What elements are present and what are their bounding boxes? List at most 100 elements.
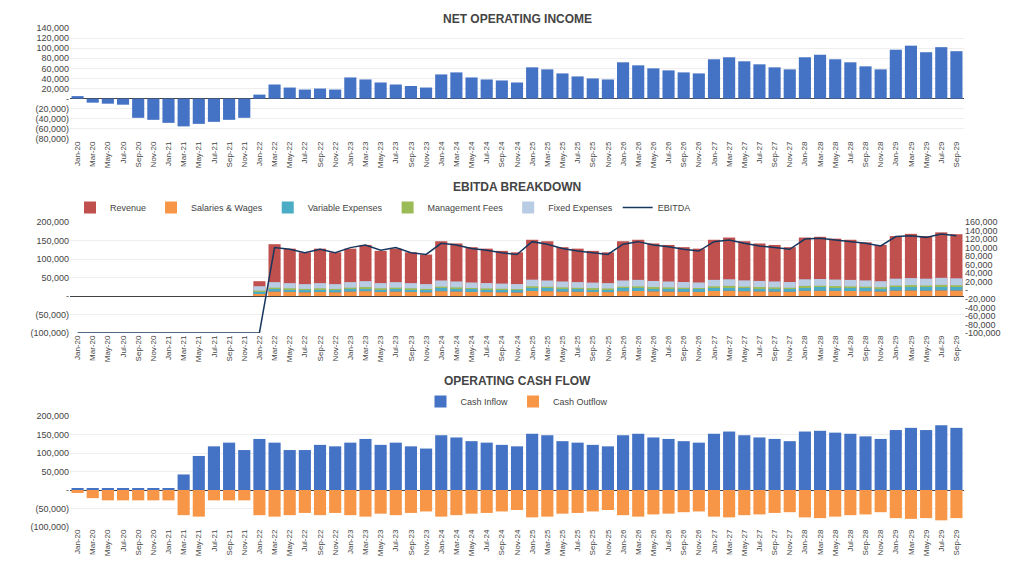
svg-text:Jul-28: Jul-28	[846, 529, 855, 551]
svg-text:Mar-29: Mar-29	[907, 335, 916, 361]
svg-text:Jan-27: Jan-27	[710, 529, 719, 554]
svg-text:Sep-27: Sep-27	[770, 141, 779, 167]
svg-text:100,000: 100,000	[36, 43, 69, 53]
svg-text:60,000: 60,000	[41, 64, 69, 74]
svg-text:Sep-23: Sep-23	[407, 335, 416, 361]
svg-text:OPERATING CASH FLOW: OPERATING CASH FLOW	[444, 374, 591, 388]
svg-text:Mar-28: Mar-28	[816, 335, 825, 361]
svg-text:Nov-21: Nov-21	[240, 335, 249, 361]
svg-text:Revenue: Revenue	[110, 203, 146, 213]
svg-text:200,000: 200,000	[36, 411, 69, 421]
svg-text:Nov-27: Nov-27	[785, 335, 794, 361]
svg-text:Mar-20: Mar-20	[88, 141, 97, 167]
svg-text:160,000: 160,000	[965, 217, 998, 227]
svg-text:May-24: May-24	[467, 141, 476, 168]
svg-text:Jul-28: Jul-28	[846, 335, 855, 357]
svg-text:Sep-21: Sep-21	[225, 335, 234, 361]
svg-text:Jul-26: Jul-26	[664, 529, 673, 551]
svg-text:May-27: May-27	[740, 141, 749, 168]
svg-text:EBITDA: EBITDA	[658, 203, 691, 213]
svg-text:Jul-26: Jul-26	[664, 335, 673, 357]
svg-text:Mar-26: Mar-26	[634, 141, 643, 167]
svg-text:Nov-27: Nov-27	[785, 141, 794, 167]
svg-text:May-24: May-24	[467, 529, 476, 556]
svg-text:Jul-25: Jul-25	[573, 335, 582, 357]
svg-text:Jan-22: Jan-22	[255, 141, 264, 166]
svg-text:-40,000: -40,000	[965, 303, 996, 313]
svg-text:Nov-25: Nov-25	[604, 529, 613, 555]
svg-text:May-22: May-22	[285, 141, 294, 168]
svg-text:Jul-24: Jul-24	[482, 335, 491, 357]
svg-text:Sep-20: Sep-20	[134, 141, 143, 167]
svg-text:Mar-24: Mar-24	[452, 141, 461, 167]
svg-text:Nov-23: Nov-23	[422, 335, 431, 361]
svg-text:May-26: May-26	[649, 141, 658, 168]
svg-text:Mar-21: Mar-21	[179, 141, 188, 167]
svg-text:140,000: 140,000	[36, 23, 69, 33]
svg-text:Sep-24: Sep-24	[497, 529, 506, 555]
svg-text:Jul-26: Jul-26	[664, 141, 673, 163]
svg-text:Sep-25: Sep-25	[588, 141, 597, 167]
svg-text:Jul-25: Jul-25	[573, 141, 582, 163]
svg-text:May-28: May-28	[831, 529, 840, 556]
svg-text:Nov-20: Nov-20	[149, 335, 158, 361]
svg-text:Nov-20: Nov-20	[149, 529, 158, 555]
svg-text:Mar-26: Mar-26	[634, 335, 643, 361]
svg-text:Jul-24: Jul-24	[482, 141, 491, 163]
svg-text:Nov-27: Nov-27	[785, 529, 794, 555]
svg-text:Nov-25: Nov-25	[604, 335, 613, 361]
svg-text:Sep-26: Sep-26	[679, 141, 688, 167]
svg-text:Sep-22: Sep-22	[316, 529, 325, 555]
svg-text:100,000: 100,000	[36, 254, 69, 264]
svg-text:Jul-29: Jul-29	[937, 529, 946, 551]
svg-text:Nov-22: Nov-22	[331, 141, 340, 167]
svg-text:Jan-28: Jan-28	[801, 141, 810, 166]
svg-text:Sep-20: Sep-20	[134, 335, 143, 361]
svg-text:Mar-22: Mar-22	[270, 141, 279, 167]
svg-text:Jul-23: Jul-23	[391, 335, 400, 357]
svg-text:Mar-27: Mar-27	[725, 529, 734, 555]
svg-text:Mar-26: Mar-26	[634, 529, 643, 555]
svg-text:Sep-28: Sep-28	[861, 335, 870, 361]
svg-text:Jul-24: Jul-24	[482, 529, 491, 551]
svg-text:-: -	[66, 485, 69, 495]
svg-text:Sep-24: Sep-24	[497, 141, 506, 167]
svg-text:Mar-21: Mar-21	[179, 335, 188, 361]
svg-text:Jan-23: Jan-23	[346, 529, 355, 554]
svg-text:-: -	[66, 291, 69, 301]
svg-text:50,000: 50,000	[41, 467, 69, 477]
svg-text:Nov-25: Nov-25	[604, 141, 613, 167]
svg-text:Nov-24: Nov-24	[513, 529, 522, 555]
svg-text:Jul-20: Jul-20	[119, 335, 128, 357]
svg-text:Sep-27: Sep-27	[770, 335, 779, 361]
svg-text:Mar-25: Mar-25	[543, 529, 552, 555]
svg-text:Sep-23: Sep-23	[407, 141, 416, 167]
svg-text:May-24: May-24	[467, 335, 476, 362]
svg-text:May-29: May-29	[922, 335, 931, 362]
svg-text:20,000: 20,000	[41, 84, 69, 94]
svg-text:Jul-22: Jul-22	[300, 529, 309, 551]
svg-text:May-29: May-29	[922, 141, 931, 168]
svg-text:Nov-20: Nov-20	[149, 141, 158, 167]
svg-text:Nov-23: Nov-23	[422, 529, 431, 555]
svg-text:Sep-25: Sep-25	[588, 335, 597, 361]
svg-text:Mar-25: Mar-25	[543, 141, 552, 167]
svg-text:May-21: May-21	[194, 335, 203, 362]
svg-text:Mar-28: Mar-28	[816, 529, 825, 555]
svg-text:Jan-24: Jan-24	[437, 141, 446, 166]
svg-text:Jul-25: Jul-25	[573, 529, 582, 551]
svg-text:Jan-21: Jan-21	[164, 335, 173, 360]
svg-text:Jul-27: Jul-27	[755, 141, 764, 163]
svg-text:Jan-27: Jan-27	[710, 141, 719, 166]
svg-text:-20,000: -20,000	[965, 294, 996, 304]
svg-text:Nov-26: Nov-26	[694, 529, 703, 555]
svg-text:Jul-20: Jul-20	[119, 141, 128, 163]
svg-text:Jul-23: Jul-23	[391, 141, 400, 163]
svg-text:Mar-21: Mar-21	[179, 529, 188, 555]
svg-text:(80,000): (80,000)	[35, 134, 69, 144]
svg-text:Jul-29: Jul-29	[937, 335, 946, 357]
svg-text:Jan-28: Jan-28	[801, 529, 810, 554]
svg-text:Jan-24: Jan-24	[437, 335, 446, 360]
svg-text:200,000: 200,000	[36, 217, 69, 227]
svg-text:60,000: 60,000	[965, 260, 993, 270]
